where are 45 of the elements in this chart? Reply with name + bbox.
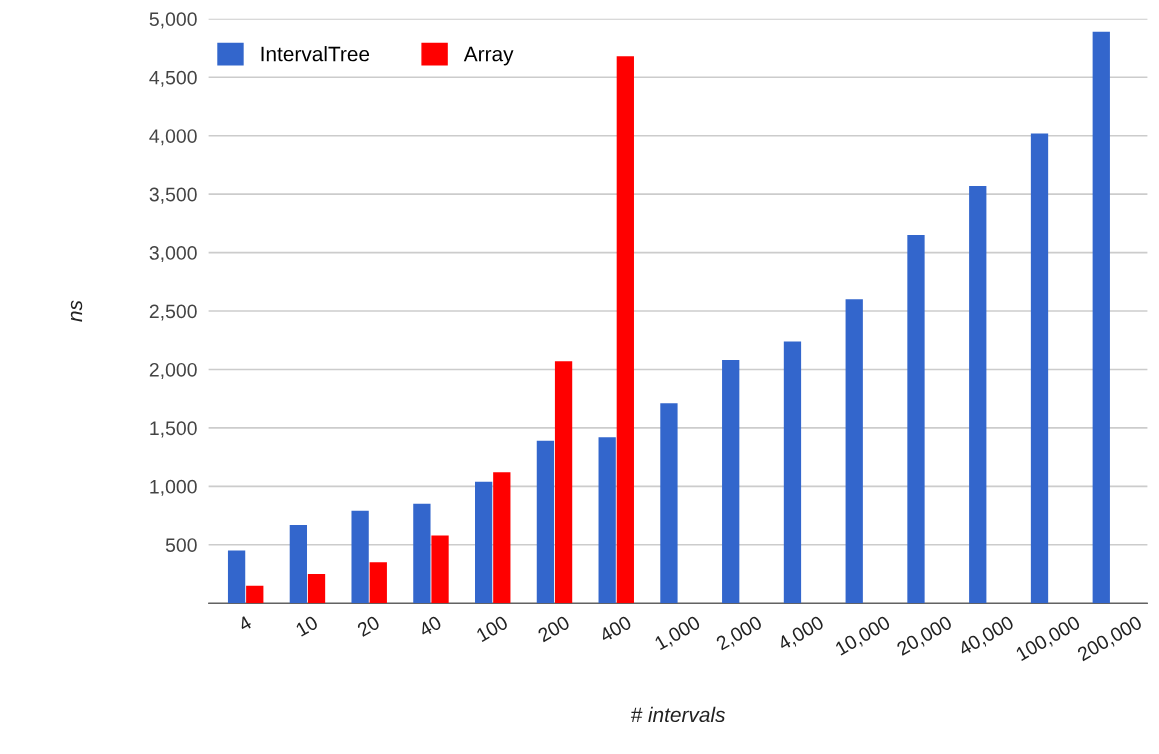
y-tick-label: 3,000	[149, 246, 197, 263]
bar	[289, 524, 308, 604]
bar	[1092, 31, 1110, 604]
y-tick-label: 5,000	[149, 12, 197, 29]
x-tick-label: 20	[356, 615, 381, 637]
bar	[227, 550, 246, 604]
y-tick-label: 4,000	[149, 129, 197, 146]
bar	[845, 299, 863, 604]
x-tick-label: 100	[475, 615, 509, 643]
y-tick-label: 2,000	[149, 362, 197, 379]
bar	[722, 360, 740, 604]
x-tick-label: 4	[237, 615, 253, 632]
bar	[598, 437, 616, 604]
bar	[1030, 133, 1049, 604]
bar	[783, 341, 802, 604]
x-tick-label: 10	[295, 615, 319, 637]
y-tick-label: 1,500	[150, 421, 197, 438]
y-tick-label: 2,500	[149, 304, 197, 321]
bar	[969, 185, 987, 604]
bar	[907, 235, 925, 604]
bar	[493, 472, 511, 604]
legend-label: IntervalTree	[261, 46, 370, 62]
legend-label: Array	[463, 46, 514, 66]
bar	[246, 585, 264, 604]
y-tick-label: 3,500	[149, 187, 197, 204]
x-axis-title: # intervals	[630, 706, 726, 723]
bar	[554, 361, 573, 604]
y-tick-label: 4,500	[149, 70, 197, 87]
x-tick-label: 2,000	[715, 615, 764, 653]
bar	[536, 440, 555, 604]
x-tick-label: 40	[417, 615, 443, 638]
bar	[369, 562, 387, 604]
x-tick-label: 4,000	[776, 615, 826, 653]
bar	[475, 481, 493, 604]
y-tick-label: 1,000	[150, 479, 197, 496]
x-tick-label: 400	[598, 615, 633, 643]
y-axis-title: ns	[70, 300, 83, 322]
bar	[351, 510, 369, 604]
y-tick-label: 500	[165, 538, 197, 552]
bar	[307, 573, 326, 604]
bar	[413, 503, 431, 604]
x-tick-label: 200	[537, 615, 571, 643]
bar	[431, 535, 449, 604]
bar	[660, 403, 678, 604]
bar	[616, 56, 634, 604]
